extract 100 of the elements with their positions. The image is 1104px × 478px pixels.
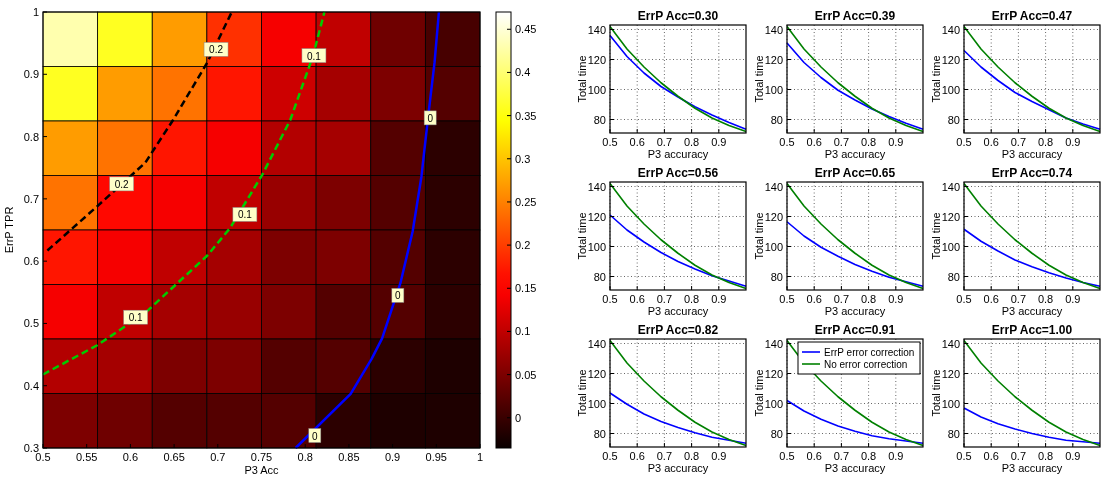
- y-tick-label: 0.9: [23, 68, 39, 81]
- y-tick-label: 120: [587, 53, 606, 66]
- color-bar-label: 0.05: [515, 368, 537, 381]
- color-bar-label: 0.4: [515, 66, 531, 79]
- legend-label: ErrP error correction: [824, 347, 915, 358]
- x-axis-title: P3 accuracy: [647, 462, 709, 474]
- x-tick-label: 0.9: [384, 451, 401, 463]
- y-tick-label: 140: [587, 23, 606, 36]
- line-series: [609, 392, 747, 445]
- x-tick-label: 0.8: [683, 450, 700, 462]
- y-tick-label: 80: [593, 270, 606, 283]
- x-tick-label: 0.5: [779, 136, 795, 148]
- x-tick-label: 0.6: [629, 450, 645, 462]
- y-tick-label: 100: [587, 397, 606, 410]
- x-tick-label: 0.7: [1010, 293, 1027, 305]
- line-series: [294, 10, 441, 450]
- annotation: 0.2: [209, 44, 224, 56]
- y-tick-label: 140: [764, 180, 783, 193]
- y-tick-label: 140: [587, 337, 606, 350]
- chart-title: ErrP Acc=0.74: [991, 166, 1073, 180]
- x-tick-label: 0.85: [338, 451, 360, 463]
- y-tick-label: 0.4: [23, 379, 39, 392]
- x-axis-title: P3 accuracy: [1001, 148, 1063, 160]
- y-axis-title: Total time: [930, 212, 942, 260]
- y-axis-title: ErrP TPR: [3, 206, 15, 254]
- x-tick-label: 0.75: [250, 451, 273, 463]
- x-tick-label: 0.8: [683, 136, 700, 148]
- x-tick-label: 0.9: [711, 136, 727, 148]
- line-series: [963, 182, 1101, 290]
- annotation: 0.1: [237, 209, 253, 221]
- x-tick-label: 0.9: [1065, 136, 1081, 148]
- x-tick-label: 0.65: [163, 451, 185, 463]
- line-series: [786, 42, 924, 131]
- x-tick-label: 0.7: [833, 450, 850, 462]
- y-axis-title: Total time: [930, 369, 942, 417]
- x-tick-label: 0.8: [1037, 293, 1054, 305]
- y-tick-label: 80: [770, 270, 783, 283]
- x-axis-title: P3 Acc: [244, 464, 280, 476]
- y-tick-label: 80: [947, 113, 960, 126]
- y-tick-label: 100: [764, 240, 783, 253]
- color-bar-label: 0.15: [515, 282, 537, 295]
- x-tick-label: 0.7: [656, 293, 673, 305]
- x-tick-label: 0.8: [860, 450, 877, 462]
- chart-title: ErrP Acc=0.56: [637, 166, 719, 180]
- x-tick-label: 0.6: [983, 136, 999, 148]
- chart-title: ErrP Acc=0.65: [814, 166, 896, 180]
- chart-title: ErrP Acc=0.82: [637, 323, 719, 337]
- line-series: [786, 25, 924, 133]
- y-tick-label: 1: [32, 6, 39, 18]
- y-tick-label: 140: [764, 337, 783, 350]
- color-bar-label: 0.2: [515, 239, 531, 252]
- x-tick-label: 0.8: [683, 293, 700, 305]
- chart-title: ErrP Acc=0.91: [814, 323, 896, 337]
- x-tick-label: 0.6: [122, 451, 139, 463]
- x-tick-label: 0.7: [833, 136, 850, 148]
- y-tick-label: 100: [941, 240, 960, 253]
- x-tick-label: 0.6: [629, 293, 645, 305]
- x-axis-title: P3 accuracy: [824, 305, 886, 317]
- x-tick-label: 0.5: [35, 451, 51, 463]
- y-axis-title: Total time: [576, 212, 588, 260]
- y-tick-label: 120: [941, 367, 960, 380]
- x-tick-label: 0.6: [983, 450, 999, 462]
- annotation: 0: [427, 112, 434, 124]
- chart-title: ErrP Acc=1.00: [991, 323, 1073, 337]
- legend-label: No error correction: [824, 359, 908, 370]
- x-axis-title: P3 accuracy: [1001, 305, 1063, 317]
- y-tick-label: 80: [593, 113, 606, 126]
- y-tick-label: 80: [947, 270, 960, 283]
- y-tick-label: 80: [593, 427, 606, 440]
- line-series: [609, 214, 747, 288]
- line-series: [786, 182, 924, 290]
- y-tick-label: 140: [764, 23, 783, 36]
- chart-title: ErrP Acc=0.39: [814, 9, 896, 23]
- chart-title: ErrP Acc=0.47: [991, 9, 1073, 23]
- y-tick-label: 80: [770, 427, 783, 440]
- y-axis-title: Total time: [753, 212, 765, 260]
- y-axis-title: Total time: [930, 55, 942, 103]
- x-tick-label: 0.5: [602, 450, 618, 462]
- x-tick-label: 0.6: [806, 136, 822, 148]
- y-axis-title: Total time: [576, 369, 588, 417]
- x-tick-label: 0.9: [888, 293, 904, 305]
- x-tick-label: 0.9: [711, 450, 727, 462]
- x-tick-label: 0.8: [860, 136, 877, 148]
- x-tick-label: 0.6: [806, 293, 822, 305]
- x-axis-title: P3 accuracy: [647, 305, 709, 317]
- y-tick-label: 120: [764, 210, 783, 223]
- y-tick-label: 0.3: [23, 442, 39, 454]
- annotation: 0: [312, 430, 319, 442]
- color-bar-label: 0.35: [515, 109, 537, 122]
- x-tick-label: 0.5: [779, 450, 795, 462]
- y-tick-label: 120: [587, 210, 606, 223]
- y-tick-label: 100: [764, 83, 783, 96]
- y-tick-label: 80: [770, 113, 783, 126]
- x-tick-label: 0.7: [656, 136, 673, 148]
- color-bar-label: 0.1: [515, 325, 531, 338]
- x-tick-label: 0.9: [888, 136, 904, 148]
- line-series: [963, 339, 1101, 447]
- x-tick-label: 0.95: [425, 451, 448, 463]
- x-tick-label: 0.9: [711, 293, 727, 305]
- x-tick-label: 0.5: [779, 293, 795, 305]
